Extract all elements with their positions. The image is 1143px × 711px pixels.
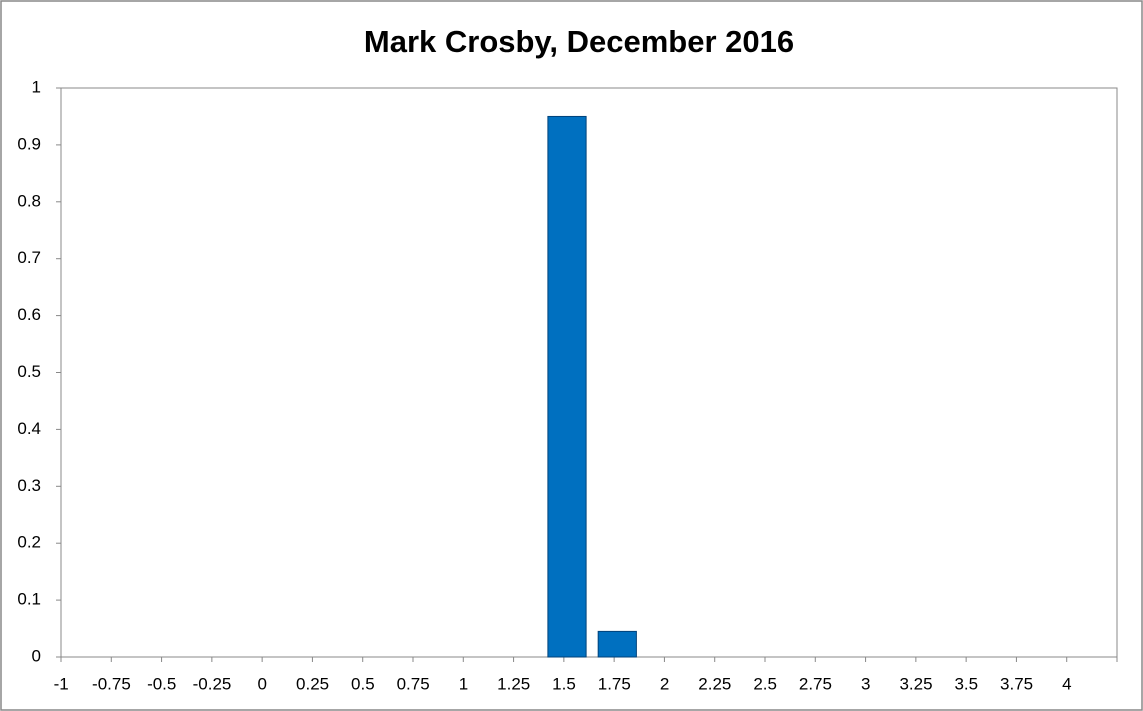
x-tick-label: 0.5 [351, 674, 375, 693]
x-tick-label: 2.5 [753, 674, 777, 693]
y-tick-label: 0.3 [17, 476, 41, 495]
x-tick-label: 0.75 [397, 674, 430, 693]
x-tick-label: -1 [54, 674, 69, 693]
x-tick-label: 1.5 [552, 674, 576, 693]
y-tick-label: 0.4 [17, 419, 41, 438]
x-tick-label: 3 [861, 674, 870, 693]
x-tick-label: 1.75 [598, 674, 631, 693]
x-tick-label: 2 [660, 674, 669, 693]
x-tick-label: 3.75 [1000, 674, 1033, 693]
bar [547, 115, 587, 658]
x-tick-label: 1.25 [497, 674, 530, 693]
y-tick-label: 0.1 [17, 590, 41, 609]
x-tick-label: 4 [1062, 674, 1071, 693]
x-tick-label: 0 [258, 674, 267, 693]
x-tick-label: 0.25 [296, 674, 329, 693]
x-tick-label: 2.75 [799, 674, 832, 693]
x-tick-label: -0.25 [193, 674, 232, 693]
x-tick-label: 2.25 [698, 674, 731, 693]
y-tick-label: 1 [32, 77, 41, 96]
x-tick-label: -0.75 [92, 674, 131, 693]
y-tick-label: 0.9 [17, 134, 41, 153]
x-tick-label: 3.5 [954, 674, 978, 693]
y-tick-label: 0.7 [17, 248, 41, 267]
x-tick-label: -0.5 [147, 674, 176, 693]
chart-title: Mark Crosby, December 2016 [364, 24, 794, 59]
bar [597, 630, 637, 658]
y-tick-label: 0.6 [17, 305, 41, 324]
x-tick-label: 1 [459, 674, 468, 693]
y-tick-label: 0.5 [17, 362, 41, 381]
plot-area [60, 87, 1118, 658]
x-tick-label: 3.25 [899, 674, 932, 693]
y-tick-label: 0.8 [17, 191, 41, 210]
y-tick-label: 0 [32, 646, 41, 665]
y-tick-label: 0.2 [17, 533, 41, 552]
